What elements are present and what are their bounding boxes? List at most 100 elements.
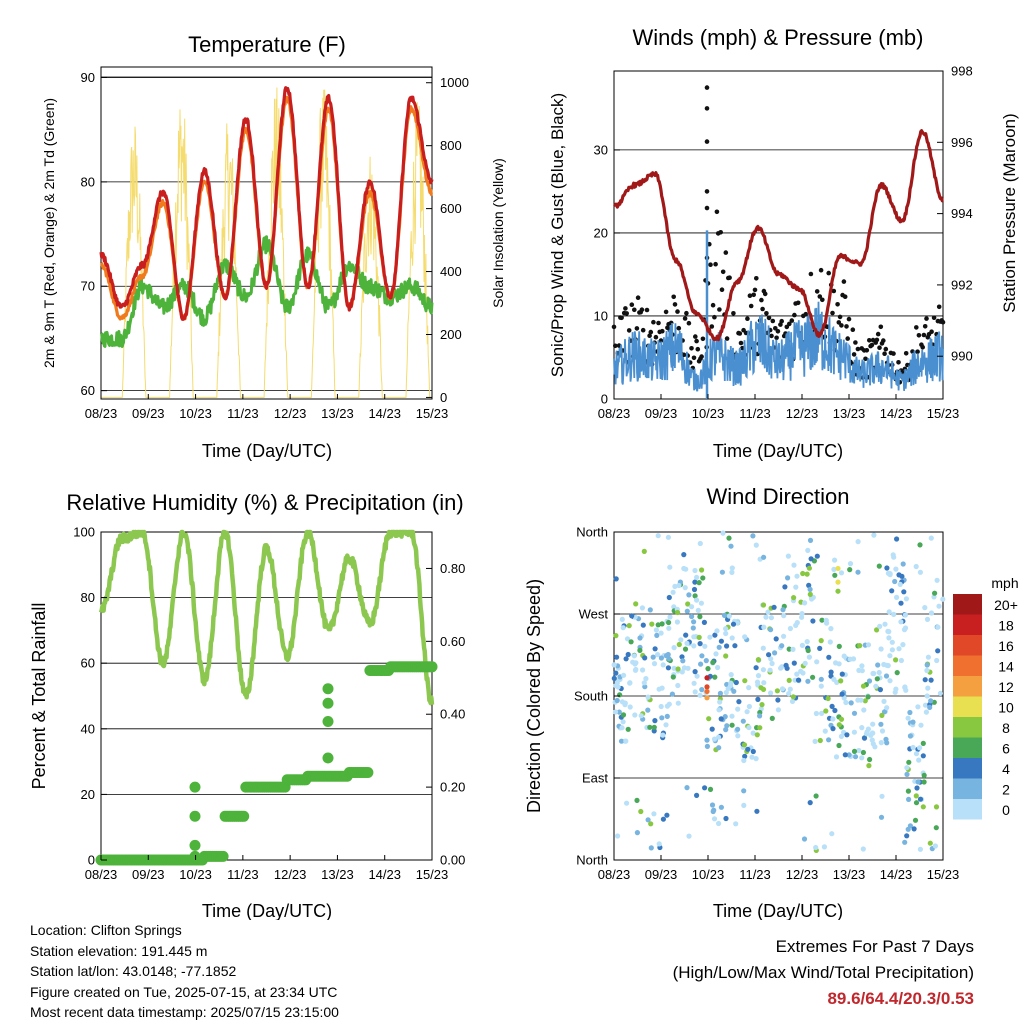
direction-point: [758, 685, 764, 691]
humidity-y-label-left: Percent & Total Rainfall: [29, 603, 49, 790]
winds-ytick-label: 30: [594, 142, 608, 157]
direction-point: [722, 714, 728, 720]
gust-point: [648, 329, 654, 335]
gust-point: [717, 307, 722, 312]
direction-point: [694, 792, 700, 799]
direction-point: [618, 738, 625, 744]
gust-point: [855, 346, 861, 352]
direction-point: [921, 779, 927, 785]
direction-point: [917, 846, 924, 852]
humidity-xtick-label: 09/23: [132, 867, 165, 882]
direction-point: [697, 692, 703, 698]
direction-point: [692, 689, 698, 695]
direction-point: [694, 574, 700, 581]
direction-point: [746, 703, 753, 710]
direction-point: [859, 668, 865, 674]
gust-point: [611, 324, 617, 330]
gust-point: [713, 261, 718, 267]
direction-point: [904, 833, 910, 839]
direction-point: [622, 700, 628, 706]
direction-point: [813, 793, 819, 799]
direction-point: [686, 833, 692, 839]
direction-point: [648, 845, 654, 851]
gust-point: [704, 189, 710, 194]
direction-point: [706, 716, 712, 722]
direction-point: [678, 637, 684, 643]
direction-point: [871, 532, 877, 538]
extremes-title: Extremes For Past 7 Days: [775, 937, 974, 956]
direction-point: [702, 643, 708, 649]
direction-point: [660, 662, 666, 668]
direction-point: [799, 642, 806, 649]
direction-point: [744, 709, 750, 715]
gust-point: [769, 333, 774, 339]
direction-point: [728, 680, 734, 686]
gust-point: [760, 306, 765, 312]
direction-point: [625, 651, 631, 658]
gust-point: [629, 302, 635, 308]
direction-point: [877, 687, 884, 693]
direction-point: [866, 763, 872, 769]
direction-point: [902, 839, 908, 845]
direction-point: [650, 654, 656, 660]
direction-point: [924, 693, 930, 699]
direction-point: [620, 712, 627, 718]
direction-point: [755, 673, 762, 679]
direction-point: [870, 721, 876, 727]
direction-point: [914, 785, 920, 791]
direction-point: [626, 623, 632, 629]
direction-point: [772, 650, 778, 656]
direction-point: [623, 738, 629, 744]
direction-y-label-left: Direction (Colored By Speed): [524, 579, 544, 813]
gust-point: [903, 351, 909, 356]
direction-point: [791, 660, 797, 666]
direction-point: [760, 602, 767, 608]
direction-point: [863, 731, 870, 737]
temperature-xtick-label: 10/23: [179, 406, 212, 421]
direction-point: [789, 698, 796, 705]
direction-point: [633, 666, 639, 673]
direction-point: [852, 754, 859, 760]
gust-point: [740, 345, 745, 351]
humidity-xtick-label: 12/23: [274, 867, 307, 882]
direction-point: [671, 665, 677, 671]
gust-point: [653, 334, 659, 340]
temperature-ytick-label-right: 600: [440, 201, 462, 216]
gust-point: [922, 324, 928, 329]
direction-point: [702, 785, 708, 791]
direction-point: [755, 696, 761, 703]
gust-point: [720, 269, 726, 275]
direction-point: [905, 826, 911, 832]
direction-point: [928, 677, 934, 683]
direction-point: [813, 710, 820, 717]
gust-point: [808, 271, 814, 277]
direction-point: [651, 724, 657, 730]
gust-point: [844, 324, 849, 329]
gust-point: [929, 329, 934, 335]
temperature-2m-series: [99, 86, 434, 321]
direction-point: [697, 641, 703, 647]
direction-point: [611, 662, 617, 668]
winds-ytick-label-right: 990: [951, 349, 973, 364]
direction-point: [795, 677, 802, 683]
direction-point: [666, 625, 672, 631]
winds-xtick-label: 13/23: [833, 406, 866, 421]
direction-point: [787, 686, 793, 692]
temperature-x-label: Time (Day/UTC): [202, 441, 332, 461]
direction-point: [889, 639, 895, 645]
gust-point: [704, 139, 710, 144]
direction-point: [667, 614, 673, 620]
direction-point: [741, 788, 747, 794]
direction-point: [681, 665, 688, 671]
humidity-xtick-label: 11/23: [227, 867, 259, 882]
direction-point: [894, 594, 900, 601]
direction-point: [761, 624, 767, 630]
direction-point: [716, 707, 722, 713]
direction-point: [836, 742, 842, 749]
gust-point: [624, 311, 629, 316]
direction-point: [656, 841, 662, 847]
direction-point: [799, 611, 805, 617]
direction-point: [729, 722, 735, 728]
direction-point: [927, 840, 933, 846]
direction-point: [645, 817, 651, 823]
